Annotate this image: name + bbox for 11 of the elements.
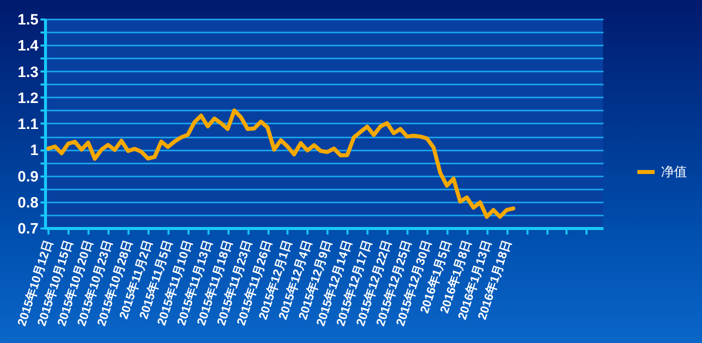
y-tick-label: 1.3 xyxy=(18,64,38,81)
y-tick-label: 1.1 xyxy=(18,116,38,133)
y-tick-label: 1 xyxy=(30,142,38,160)
y-tick-label: 1.4 xyxy=(18,38,40,55)
line-series xyxy=(46,108,516,219)
legend-label: 净值 xyxy=(661,164,687,179)
y-tick-label: 0.9 xyxy=(18,168,38,186)
y-tick-label: 1.2 xyxy=(18,90,38,107)
y-tick-label: 1.5 xyxy=(18,12,38,28)
y-tick-label: 0.8 xyxy=(18,194,38,212)
y-tick-label: 0.7 xyxy=(18,220,38,238)
